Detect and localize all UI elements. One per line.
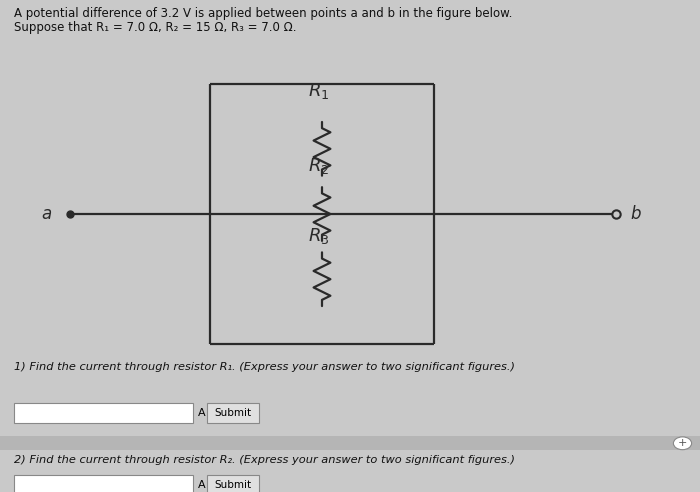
Text: A: A — [198, 408, 206, 418]
Text: Submit: Submit — [214, 480, 251, 490]
Text: 2) Find the current through resistor R₂. (Express your answer to two significant: 2) Find the current through resistor R₂.… — [14, 455, 515, 465]
Text: Submit: Submit — [214, 408, 251, 418]
Text: 1) Find the current through resistor R₁. (Express your answer to two significant: 1) Find the current through resistor R₁.… — [14, 362, 515, 371]
Text: A: A — [198, 480, 206, 490]
Text: $a$: $a$ — [41, 205, 52, 223]
Text: $R_3$: $R_3$ — [308, 226, 329, 246]
Text: $R_2$: $R_2$ — [308, 156, 329, 176]
Text: Suppose that R₁ = 7.0 Ω, R₂ = 15 Ω, R₃ = 7.0 Ω.: Suppose that R₁ = 7.0 Ω, R₂ = 15 Ω, R₃ =… — [14, 21, 297, 33]
FancyBboxPatch shape — [206, 475, 259, 492]
Circle shape — [673, 437, 692, 450]
FancyBboxPatch shape — [14, 403, 192, 423]
FancyBboxPatch shape — [206, 403, 259, 423]
Text: +: + — [678, 438, 687, 448]
Text: A potential difference of 3.2 V is applied between points a and b in the figure : A potential difference of 3.2 V is appli… — [14, 7, 512, 20]
FancyBboxPatch shape — [14, 475, 192, 492]
Text: $b$: $b$ — [630, 205, 642, 223]
FancyBboxPatch shape — [0, 436, 700, 450]
Text: $R_1$: $R_1$ — [308, 81, 329, 101]
